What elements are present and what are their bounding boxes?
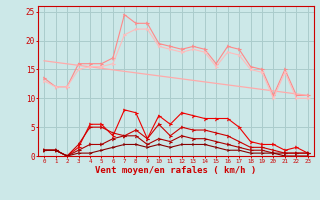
X-axis label: Vent moyen/en rafales ( km/h ): Vent moyen/en rafales ( km/h ) bbox=[95, 166, 257, 175]
